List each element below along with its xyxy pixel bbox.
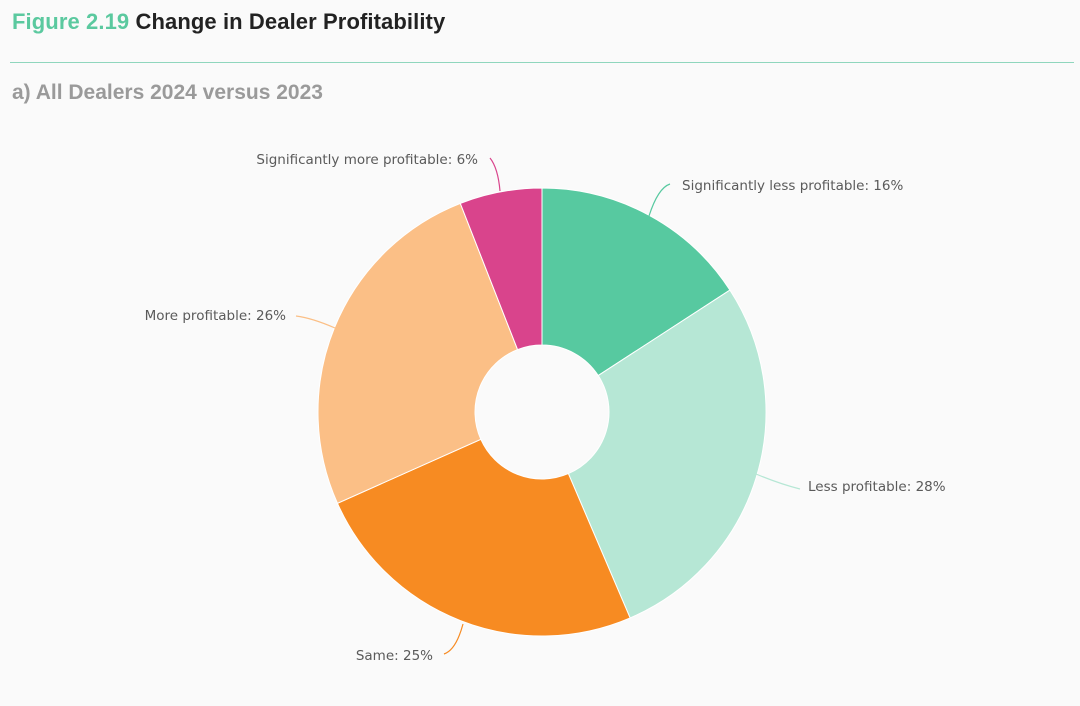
donut-slices <box>317 187 767 637</box>
leader-line <box>755 473 801 490</box>
slice-label: Same: 25% <box>356 648 433 664</box>
header-divider <box>10 62 1074 63</box>
figure-title: Change in Dealer Profitability <box>135 9 446 34</box>
donut-slice-more-profitable[interactable] <box>317 202 519 504</box>
leader-line <box>648 183 671 217</box>
donut-slice-same[interactable] <box>336 438 631 637</box>
chart-subtitle: a) All Dealers 2024 versus 2023 <box>12 81 323 104</box>
donut-slice-significantly-less-profitable[interactable] <box>541 187 731 377</box>
donut-slice-less-profitable[interactable] <box>567 289 767 619</box>
slice-label: Significantly more profitable: 6% <box>256 152 478 168</box>
slice-label: More profitable: 26% <box>145 308 287 324</box>
figure-number: Figure 2.19 <box>12 9 130 34</box>
slice-label: Significantly less profitable: 16% <box>682 178 903 194</box>
label-leader-lines <box>295 157 801 655</box>
donut-slice-significantly-more-profitable[interactable] <box>459 187 543 351</box>
leader-line <box>443 623 464 655</box>
figure-heading: Figure 2.19 Change in Dealer Profitabili… <box>12 9 445 35</box>
leader-line <box>489 157 501 192</box>
slice-labels: Significantly less profitable: 16% Less p… <box>145 152 946 664</box>
leader-line <box>295 315 336 329</box>
slice-label: Less profitable: 28% <box>808 479 946 495</box>
